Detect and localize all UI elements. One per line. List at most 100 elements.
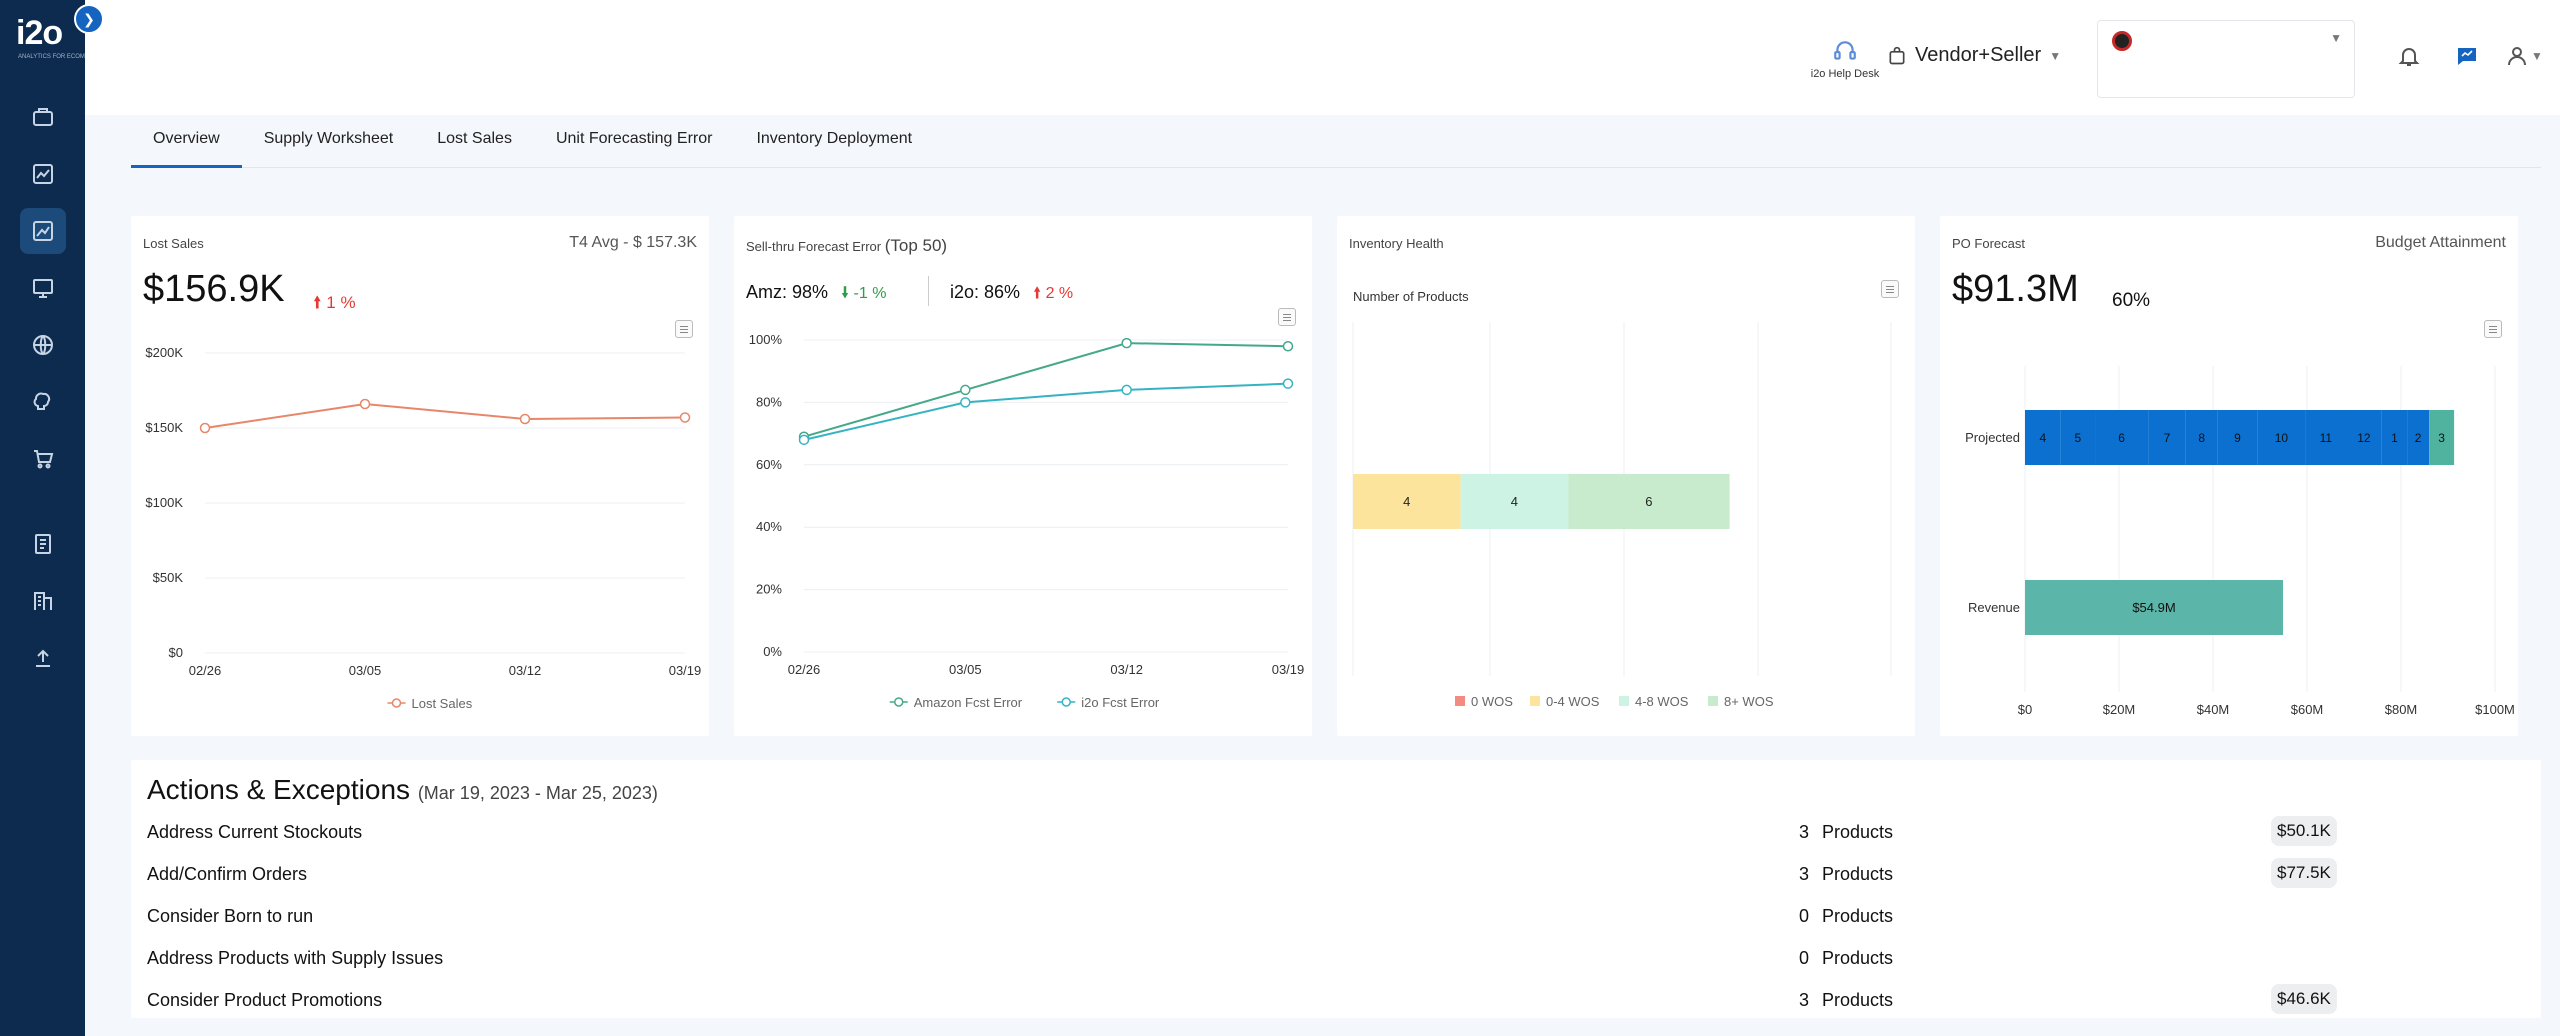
x-tick-label: 03/19: [669, 663, 702, 678]
chart-menu-icon[interactable]: [1278, 308, 1296, 326]
sidebar-item-brain[interactable]: [20, 379, 66, 425]
sidebar-item-cart[interactable]: [20, 436, 66, 482]
upload-icon: [36, 649, 50, 667]
tab-supply-worksheet[interactable]: Supply Worksheet: [263, 130, 394, 147]
y-tick-label: $0: [169, 645, 183, 660]
chat-icon: [2458, 48, 2476, 65]
po-forecast-chart: $0 $20M $40M $60M $80M $100M Projected Revenue 4…: [1965, 366, 2515, 717]
bar-segment: [2060, 410, 2096, 465]
i2o-error: i2o: 86% 🠙 2 %: [950, 282, 1074, 302]
tab-overview[interactable]: Overview: [131, 122, 242, 168]
divider: [928, 276, 929, 306]
sidebar-item-trend[interactable]: [20, 208, 66, 254]
chat-button[interactable]: [2455, 44, 2479, 73]
monitor-icon: [33, 279, 53, 298]
action-row-supply-issues[interactable]: Address Products with Supply Issues 0 Pr…: [147, 948, 1894, 968]
series-line: [204, 402, 686, 429]
data-point: [519, 413, 531, 425]
chart-menu-icon[interactable]: [675, 320, 693, 338]
action-row-stockouts[interactable]: Address Current Stockouts 3 Products $50…: [147, 812, 2527, 854]
legend-label: Lost Sales: [412, 696, 473, 711]
y-tick-label: 0%: [763, 644, 782, 659]
caret-down-icon: ▼: [2531, 49, 2543, 63]
actions-title: Actions & Exceptions (Mar 19, 2023 - Mar…: [147, 774, 658, 805]
inventory-health-card[interactable]: Inventory Health Number of Products04460…: [1337, 216, 1915, 736]
lost-sales-card[interactable]: Lost Sales T4 Avg - $ 157.3K $156.9K 🠙 1…: [131, 216, 709, 736]
bell-icon: [2398, 48, 2420, 66]
bar-segment: [2185, 410, 2218, 465]
po-forecast-title: PO Forecast: [1952, 236, 2025, 251]
forecast-error-card[interactable]: Sell-thru Forecast Error (Top 50) Amz: 9…: [734, 216, 1312, 736]
action-row-confirm-orders[interactable]: Add/Confirm Orders 3 Products $77.5K: [147, 854, 2527, 896]
headset-icon: [1834, 41, 1856, 60]
vendor-seller-dropdown[interactable]: Vendor+Seller ▼: [1887, 44, 2061, 67]
y-tick-label: 80%: [756, 394, 782, 409]
actions-date-range: (Mar 19, 2023 - Mar 25, 2023): [417, 783, 658, 803]
legend-label: 8+ WOS: [1724, 694, 1774, 709]
sidebar-item-monitor[interactable]: [20, 265, 66, 311]
bar-label: 4: [1511, 494, 1518, 509]
category-label: Projected: [1965, 430, 2020, 445]
bar-segment: [2381, 410, 2408, 465]
chart-menu-icon[interactable]: [1881, 280, 1899, 298]
sidebar-item-chart-area[interactable]: [20, 151, 66, 197]
po-forecast-kpi: $91.3M: [1952, 268, 2079, 310]
x-tick-label: $100M: [2475, 702, 2515, 717]
tab-lost-sales[interactable]: Lost Sales: [437, 130, 512, 147]
series-line: [803, 382, 1289, 441]
po-forecast-card[interactable]: PO Forecast Budget Attainment $91.3M 60%…: [1940, 216, 2518, 736]
sidebar-item-upload[interactable]: [20, 635, 66, 681]
bar-segment: [2429, 410, 2455, 465]
legend-swatch: [1619, 696, 1629, 706]
chevron-right-icon[interactable]: ❯: [74, 4, 104, 34]
tab-inventory-deployment[interactable]: Inventory Deployment: [756, 130, 913, 147]
account-select[interactable]: ▼: [2097, 20, 2355, 98]
amazon-error-change: 🠛 -1 %: [841, 285, 887, 302]
sidebar-item-building[interactable]: [20, 578, 66, 624]
legend-marker: [894, 697, 904, 707]
bar-segment: [2257, 410, 2306, 465]
x-tick-label: 03/19: [1272, 662, 1305, 677]
y-tick-label: 100%: [749, 332, 783, 347]
vendor-seller-label: Vendor+Seller: [1915, 44, 2042, 66]
data-point: [199, 422, 211, 434]
notifications-button[interactable]: [2397, 44, 2421, 73]
lost-sales-change: 🠙 1 %: [313, 293, 356, 312]
action-row-born-to-run[interactable]: Consider Born to run 0 Products: [147, 906, 1894, 926]
sidebar: i2o ANALYTICS FOR ECOMMERCE ❯: [0, 0, 107, 1036]
sidebar-item-book[interactable]: [20, 521, 66, 567]
chart-menu-icon[interactable]: [2484, 320, 2502, 338]
legend-label: i2o Fcst Error: [1081, 695, 1160, 710]
budget-attainment-label: Budget Attainment: [2375, 234, 2506, 251]
legend-marker: [391, 698, 402, 708]
legend-label: 0 WOS: [1471, 694, 1513, 709]
tab-unit-forecasting-error[interactable]: Unit Forecasting Error: [555, 130, 713, 147]
bar-label: 5: [2075, 431, 2082, 445]
user-menu[interactable]: ▼: [2505, 44, 2543, 68]
user-icon: [2508, 47, 2526, 66]
bar-segment: [2095, 410, 2149, 465]
y-tick-label: 20%: [756, 582, 782, 597]
action-row-promotions[interactable]: Consider Product Promotions 3 Products $…: [147, 980, 2527, 1022]
bar-label: 2: [2415, 431, 2422, 445]
sidebar-item-globe[interactable]: [20, 322, 66, 368]
help-desk-button[interactable]: i2o Help Desk: [1785, 38, 1905, 80]
bar-label: 11: [2320, 431, 2333, 445]
bar-label: 6: [2118, 431, 2125, 445]
data-point: [960, 397, 971, 408]
y-tick-label: 40%: [756, 519, 782, 534]
logo[interactable]: i2o ANALYTICS FOR ECOMMERCE: [16, 14, 107, 60]
inventory-health-title: Inventory Health: [1349, 236, 1444, 251]
bar-label: 7: [2164, 431, 2171, 445]
bar-label: 6: [1645, 494, 1652, 509]
lost-sales-title: Lost Sales: [143, 236, 204, 251]
briefcase-icon: [33, 108, 53, 126]
amazon-error: Amz: 98% 🠛 -1 %: [746, 282, 887, 302]
bar-label: 9: [2234, 431, 2241, 445]
value-badge: $46.6K: [2271, 984, 2337, 1014]
bar-segment: [1353, 474, 1461, 529]
sidebar-item-briefcase[interactable]: [20, 94, 66, 140]
y-tick-label: $100K: [145, 495, 183, 510]
legend-label: 4-8 WOS: [1635, 694, 1689, 709]
